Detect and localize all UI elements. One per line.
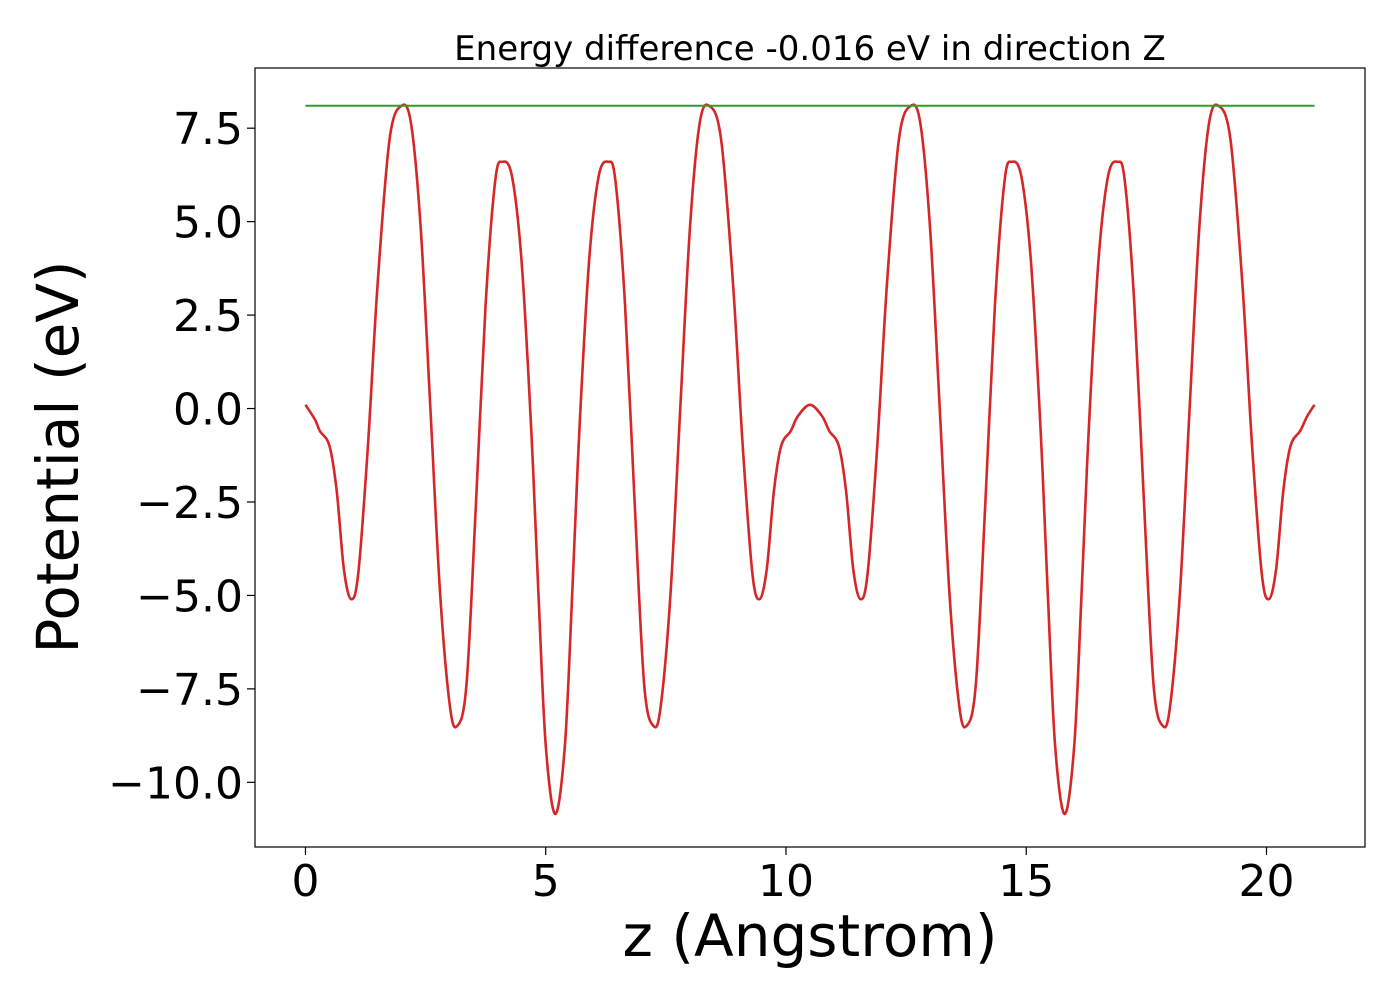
plot-frame [254, 67, 1366, 848]
y-tick-label: −10.0 [108, 758, 243, 809]
y-tick-label: 5.0 [173, 198, 243, 249]
y-tick-label: 2.5 [173, 291, 243, 342]
series-line-1 [304, 103, 1316, 816]
series-layer [304, 103, 1316, 816]
x-tick-label: 5 [532, 856, 560, 907]
y-tick-label: −2.5 [136, 478, 243, 529]
y-axis-label: Potential (eV) [24, 260, 92, 653]
x-tick-label: 15 [998, 856, 1054, 907]
y-tick-label: 7.5 [173, 104, 243, 155]
x-tick-label: 0 [291, 856, 319, 907]
y-tick-label: 0.0 [173, 385, 243, 436]
x-tick-label: 20 [1238, 856, 1294, 907]
y-tick-label: −7.5 [136, 665, 243, 716]
chart-title: Energy difference -0.016 eV in direction… [454, 29, 1166, 69]
ticks-layer: 0 5 10 15 20 7.5 5.0 2.5 0.0 −2.5 −5.0 −7.5 −10.0 [108, 104, 1294, 907]
x-tick-label: 10 [758, 856, 814, 907]
y-tick-label: −5.0 [136, 571, 243, 622]
x-axis-label: z (Angstrom) [623, 902, 998, 970]
